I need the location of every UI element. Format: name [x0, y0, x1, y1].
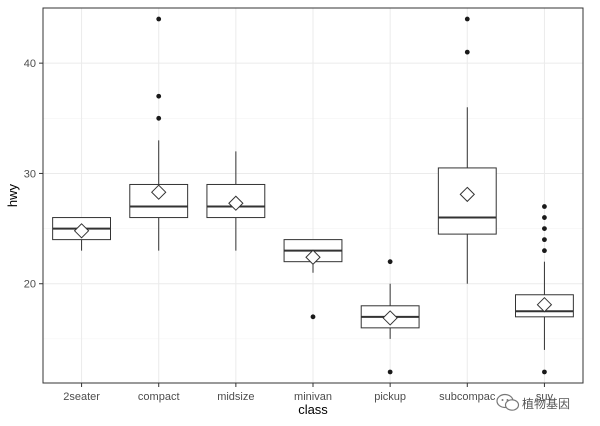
outlier-point	[464, 16, 470, 22]
box-suv	[515, 204, 574, 375]
outlier-point	[542, 204, 547, 209]
x-tick-label: minivan	[294, 391, 332, 403]
mean-diamond	[536, 296, 553, 313]
grid-lines	[43, 7, 583, 383]
mean-diamond	[305, 249, 321, 265]
box-midsize	[206, 151, 266, 251]
outlier-point	[542, 226, 547, 231]
outlier-point	[542, 248, 547, 254]
y-axis: 20 30 40	[24, 58, 43, 291]
outlier-point	[156, 16, 162, 22]
mean-diamond	[73, 223, 90, 239]
x-tick-label: midsize	[217, 391, 254, 403]
mean-diamond	[382, 310, 398, 326]
box-pickup	[360, 259, 420, 375]
watermark-text: 植物基因	[522, 396, 570, 411]
outlier-point	[542, 369, 547, 375]
mean-diamond	[228, 195, 244, 211]
x-tick-label: suv	[536, 391, 554, 403]
box-minivan	[283, 239, 343, 320]
outlier-point	[542, 237, 547, 243]
wechat-icon	[496, 393, 520, 411]
outlier-point	[156, 115, 162, 121]
outlier-point	[464, 49, 470, 55]
box-compact	[129, 16, 189, 251]
mean-diamond	[151, 184, 167, 200]
mean-diamond	[459, 186, 475, 203]
x-tick-label: pickup	[374, 391, 406, 403]
outlier-point	[387, 259, 393, 265]
y-tick-label: 30	[24, 168, 36, 180]
outlier-point	[542, 215, 547, 220]
x-tick-label: subcompac	[439, 391, 496, 403]
x-axis: 2seater compact midsize minivan pickup subcom…	[63, 383, 553, 403]
watermark: 植物基因	[496, 393, 570, 411]
y-axis-title: hwy	[5, 183, 20, 207]
y-tick-label: 20	[24, 279, 36, 291]
x-tick-label: 2seater	[63, 391, 100, 403]
outlier-point	[156, 93, 162, 99]
box-subcompact	[437, 16, 497, 284]
box-2seater	[52, 217, 111, 251]
outlier-point	[310, 314, 316, 320]
box-series	[52, 16, 574, 375]
y-tick-label: 40	[24, 58, 36, 70]
x-tick-label: compact	[138, 391, 180, 403]
x-axis-title: class	[298, 402, 328, 417]
outlier-point	[387, 369, 393, 375]
